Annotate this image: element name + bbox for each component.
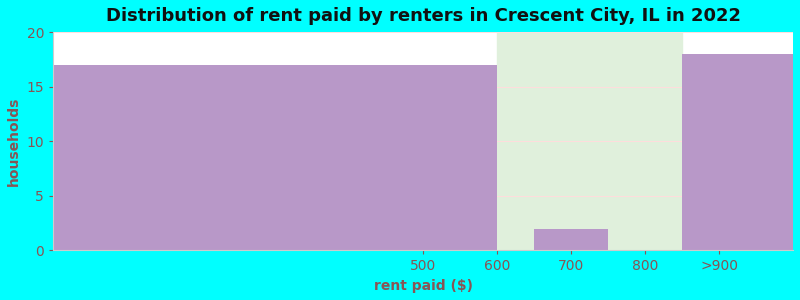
Bar: [497, 32, 682, 250]
Bar: [53, 65, 497, 250]
Y-axis label: households: households: [7, 97, 21, 186]
X-axis label: rent paid ($): rent paid ($): [374, 279, 473, 293]
Bar: [682, 54, 800, 250]
Bar: [534, 229, 608, 250]
Title: Distribution of rent paid by renters in Crescent City, IL in 2022: Distribution of rent paid by renters in …: [106, 7, 741, 25]
